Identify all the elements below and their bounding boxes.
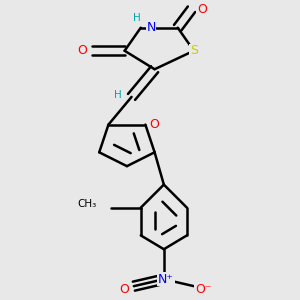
Text: O: O <box>120 283 130 296</box>
Text: H: H <box>114 90 122 100</box>
Text: N: N <box>146 21 156 34</box>
Text: CH₃: CH₃ <box>78 199 97 209</box>
Text: O: O <box>150 118 160 131</box>
Text: S: S <box>190 44 198 57</box>
Text: O: O <box>197 3 207 16</box>
Text: N⁺: N⁺ <box>158 273 174 286</box>
Text: O⁻: O⁻ <box>195 283 211 296</box>
Text: H: H <box>133 14 141 23</box>
Text: O: O <box>77 44 87 57</box>
